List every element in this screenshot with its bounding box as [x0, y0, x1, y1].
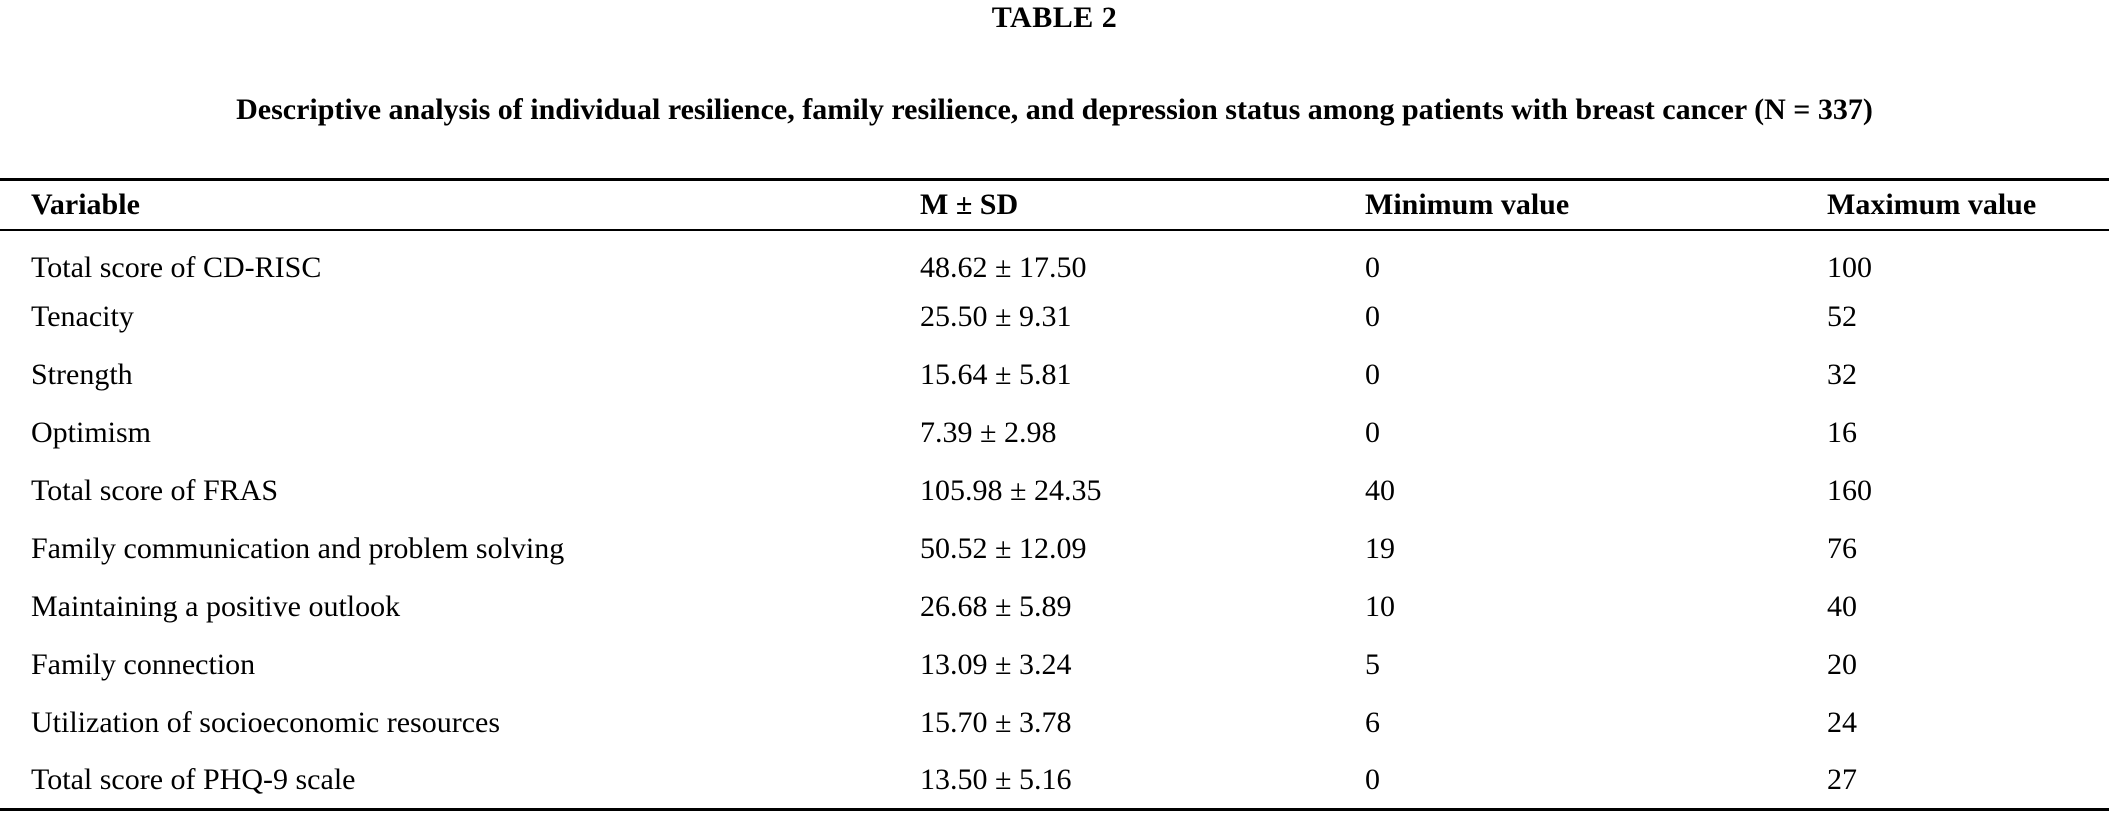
- cell-max: 27: [1827, 762, 1857, 796]
- cell-m-sd: 48.62 ± 17.50: [920, 251, 1087, 284]
- cell-max: 160: [1827, 473, 1872, 507]
- cell-variable: Family communication and problem solving: [31, 531, 565, 565]
- cell-variable: Optimism: [31, 415, 152, 449]
- cell-m-sd: 15.70 ± 3.78: [920, 705, 1072, 739]
- cell-max: 52: [1827, 299, 1857, 333]
- column-header-variable: Variable: [0, 179, 920, 231]
- cell-variable: Total score of FRAS: [31, 473, 279, 507]
- cell-variable: Total score of PHQ-9 scale: [31, 762, 356, 796]
- table-row: Total score of PHQ-9 scale 13.50 ± 5.16 …: [0, 752, 2109, 810]
- cell-variable: Maintaining a positive outlook: [31, 589, 401, 623]
- table-row: Total score of CD-RISC 48.62 ± 17.50 0 1…: [0, 230, 2109, 288]
- cell-min: 6: [1365, 705, 1380, 739]
- cell-max: 32: [1827, 357, 1857, 391]
- cell-m-sd: 25.50 ± 9.31: [920, 299, 1072, 333]
- cell-variable: Total score of CD-RISC: [31, 251, 322, 284]
- table-row: Maintaining a positive outlook 26.68 ± 5…: [0, 578, 2109, 636]
- table-row: Total score of FRAS 105.98 ± 24.35 40 16…: [0, 462, 2109, 520]
- cell-min: 0: [1365, 415, 1380, 449]
- cell-max: 24: [1827, 705, 1857, 739]
- cell-min: 19: [1365, 531, 1395, 565]
- table-row: Optimism 7.39 ± 2.98 0 16: [0, 404, 2109, 462]
- table-row: Family connection 13.09 ± 3.24 5 20: [0, 636, 2109, 694]
- cell-min: 10: [1365, 589, 1395, 623]
- descriptive-statistics-table: Variable M ± SD Minimum value Maximum va…: [0, 178, 2109, 811]
- cell-min: 0: [1365, 251, 1380, 284]
- cell-min: 40: [1365, 473, 1395, 507]
- table-row: Tenacity 25.50 ± 9.31 0 52: [0, 288, 2109, 346]
- cell-min: 0: [1365, 357, 1380, 391]
- cell-m-sd: 13.50 ± 5.16: [920, 762, 1072, 796]
- table-row: Family communication and problem solving…: [0, 520, 2109, 578]
- cell-variable: Tenacity: [31, 299, 134, 333]
- cell-m-sd: 50.52 ± 12.09: [920, 531, 1087, 565]
- cell-max: 40: [1827, 589, 1857, 623]
- table-caption: Descriptive analysis of individual resil…: [236, 93, 1873, 126]
- cell-min: 5: [1365, 647, 1380, 681]
- table-row: Utilization of socioeconomic resources 1…: [0, 694, 2109, 752]
- cell-m-sd: 105.98 ± 24.35: [920, 473, 1102, 507]
- cell-min: 0: [1365, 762, 1380, 796]
- cell-max: 100: [1827, 251, 1872, 284]
- column-header-m-sd: M ± SD: [920, 179, 1365, 231]
- cell-max: 20: [1827, 647, 1857, 681]
- column-header-maximum: Maximum value: [1827, 179, 2109, 231]
- cell-min: 0: [1365, 299, 1380, 333]
- cell-variable: Utilization of socioeconomic resources: [31, 705, 501, 739]
- table-label: TABLE 2: [991, 1, 1118, 34]
- cell-max: 16: [1827, 415, 1857, 449]
- cell-m-sd: 13.09 ± 3.24: [920, 647, 1072, 681]
- table-header-row: Variable M ± SD Minimum value Maximum va…: [0, 179, 2109, 231]
- cell-m-sd: 26.68 ± 5.89: [920, 589, 1072, 623]
- cell-variable: Family connection: [31, 647, 256, 681]
- cell-variable: Strength: [31, 357, 133, 391]
- column-header-minimum: Minimum value: [1365, 179, 1827, 231]
- table-row: Strength 15.64 ± 5.81 0 32: [0, 346, 2109, 404]
- cell-m-sd: 15.64 ± 5.81: [920, 357, 1072, 391]
- cell-m-sd: 7.39 ± 2.98: [920, 415, 1057, 449]
- cell-max: 76: [1827, 531, 1857, 565]
